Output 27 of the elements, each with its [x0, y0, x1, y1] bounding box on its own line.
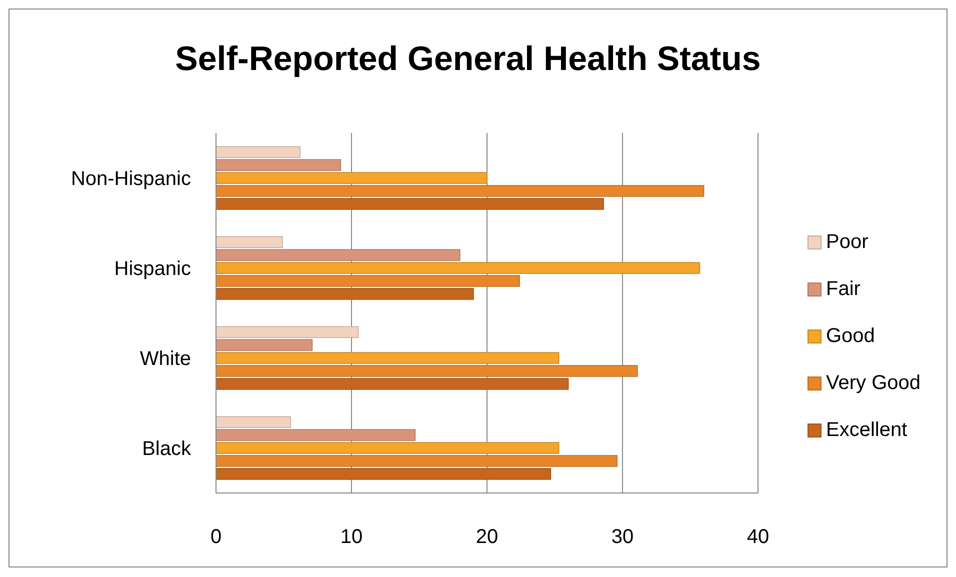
bar — [216, 159, 342, 171]
legend-label: Excellent — [826, 419, 908, 441]
legend-label: Fair — [826, 278, 861, 300]
y-tick-label: White — [140, 348, 191, 370]
bar — [216, 172, 488, 184]
chart-title: Self-Reported General Health Status — [175, 40, 761, 78]
bar — [216, 326, 359, 338]
legend-label: Poor — [826, 231, 869, 253]
bar — [216, 416, 291, 428]
legend-label: Good — [826, 325, 875, 347]
bar — [216, 236, 283, 248]
x-tick-label: 0 — [210, 526, 222, 548]
bar — [216, 442, 560, 454]
legend-label: Very Good — [826, 372, 921, 394]
y-tick-label: Non-Hispanic — [70, 168, 191, 190]
bar — [216, 429, 416, 441]
x-tick-label: 40 — [746, 526, 770, 548]
x-tick-label: 20 — [476, 526, 498, 548]
x-tick-label: 10 — [340, 526, 363, 548]
x-tick-label: 30 — [611, 526, 634, 548]
bar — [216, 249, 460, 261]
y-tick-label: Black — [142, 438, 192, 460]
y-tick-label: Hispanic — [114, 258, 191, 280]
bar — [216, 352, 560, 364]
bar — [216, 262, 700, 274]
bar — [216, 146, 300, 158]
bar — [216, 339, 313, 351]
